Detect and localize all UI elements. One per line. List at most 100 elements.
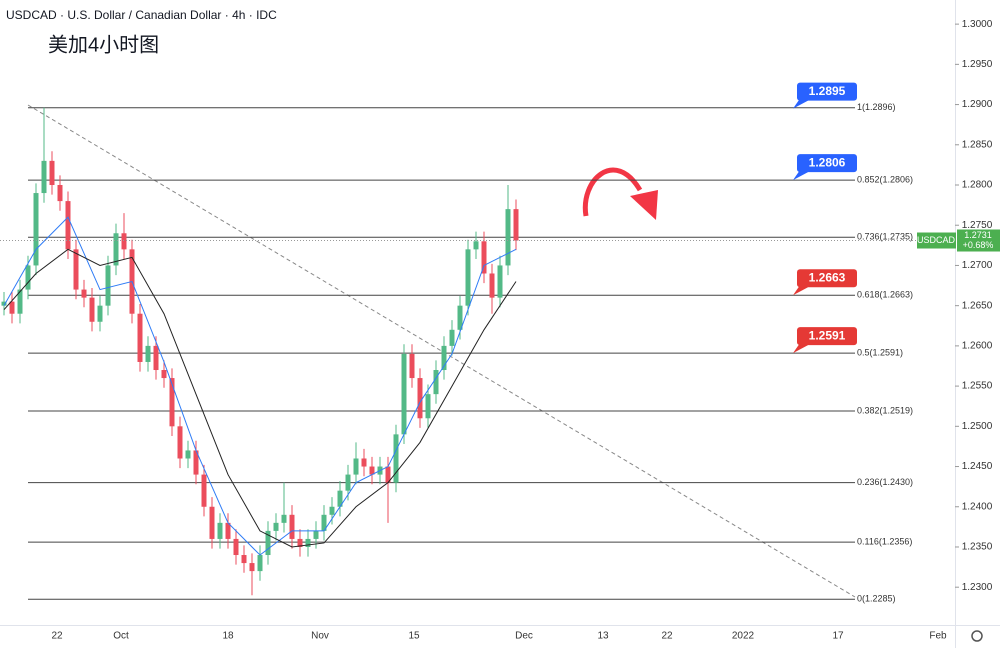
x-tick-label: 17 [832,631,844,642]
candle-body [73,249,79,290]
y-tick-label: 1.2850 [962,139,993,150]
callout-box [797,269,857,288]
fib-label: 0.852(1.2806) [857,175,913,185]
x-tick-label: 18 [222,631,234,642]
candle-body [481,241,487,274]
candle-body [393,434,399,483]
y-tick-label: 1.2900 [962,99,993,110]
candle-body [305,538,311,547]
candle-body [249,563,255,572]
callout-label: 1.2806 [809,155,846,169]
callout-label: 1.2663 [809,270,846,284]
x-tick-label: 13 [597,631,609,642]
candle-body [385,466,391,483]
candle-body [313,530,319,539]
price-change: +0.68% [963,240,994,250]
candle-body [329,506,335,515]
candle-body [409,353,415,379]
candle-body [65,201,71,250]
candle-body [321,514,327,531]
candle-body [169,378,175,427]
price-box [957,229,1000,252]
y-tick-label: 1.2800 [962,180,993,191]
x-tick-label: 22 [51,631,63,642]
callout-box [797,154,857,173]
y-tick-label: 1.2650 [962,300,993,311]
callout-label: 1.2895 [809,84,846,98]
candle-body [273,522,279,531]
callout-box [797,82,857,101]
candle-body [497,265,503,298]
candle-body [33,193,39,266]
candle-body [1,301,7,306]
callout-box [797,327,857,346]
callout-label: 1.2591 [809,328,846,342]
x-tick-label: 15 [408,631,420,642]
candle-body [9,301,15,314]
candle-body [225,522,231,539]
fib-label: 0.382(1.2519) [857,405,913,415]
candle-body [505,209,511,266]
candle-body [137,313,143,362]
y-tick-label: 1.2950 [962,59,993,70]
candle-body [241,555,247,564]
candle-body [185,450,191,459]
candle-body [113,233,119,266]
candle-body [193,450,199,475]
header-title: USDCAD · U.S. Dollar / Canadian Dollar ·… [6,8,277,22]
candle-body [337,490,343,507]
trend-line [27,104,856,598]
candle-body [473,241,479,250]
price-symbol: USDCAD [917,235,956,245]
candle-body [441,345,447,371]
candle-body [233,538,239,556]
plot: 1.2300 1.2350 1.2400 1.2450 1.2500 1.2550 1.26… [0,19,1000,642]
candle-body [89,297,95,322]
y-tick-label: 1.2700 [962,260,993,271]
candle-body [49,160,55,186]
x-tick-label: Oct [113,631,129,642]
candle-body [217,522,223,539]
candle-body [425,394,431,419]
arrow-head [630,190,658,220]
y-tick-label: 1.3000 [962,19,993,30]
fib-label: 0(1.2285) [857,594,896,604]
candle-body [449,329,455,346]
fib-label: 1(1.2896) [857,102,896,112]
fib-label: 0.116(1.2356) [857,537,912,547]
candle-body [209,506,215,539]
candle-body [105,265,111,306]
candle-body [97,305,103,322]
candle-body [121,233,127,250]
fib-label: 0.5(1.2591) [857,347,903,357]
x-tick-label: 2022 [732,631,755,642]
x-tick-label: 22 [661,631,673,642]
arrow [582,167,643,217]
candle-body [41,160,47,194]
candle-body [289,514,295,539]
candle-body [361,458,367,467]
y-tick-label: 1.2750 [962,220,993,231]
candle-body [513,209,519,241]
candle-body [57,185,63,202]
candle-body [297,538,303,547]
candle-body [177,426,183,459]
fib-label: 0.618(1.2663) [857,290,913,300]
moving-average [3,216,517,556]
y-tick-label: 1.2600 [962,341,993,352]
candle-body [265,530,271,556]
y-tick-label: 1.2400 [962,501,993,512]
x-tick-label: Feb [929,631,947,642]
candle-body [417,378,423,419]
price-value: 1.2731 [964,230,992,240]
x-tick-label: Dec [515,631,533,642]
candle-body [17,289,23,314]
fib-label: 0.236(1.2430) [857,477,913,487]
y-tick-label: 1.2350 [962,542,993,553]
candle-body [201,474,207,507]
settings-icon[interactable] [971,630,983,642]
candle-body [161,370,167,379]
y-tick-label: 1.2300 [962,582,993,593]
candle-body [153,345,159,371]
header-subtitle: 美加4小时图 [48,33,159,56]
